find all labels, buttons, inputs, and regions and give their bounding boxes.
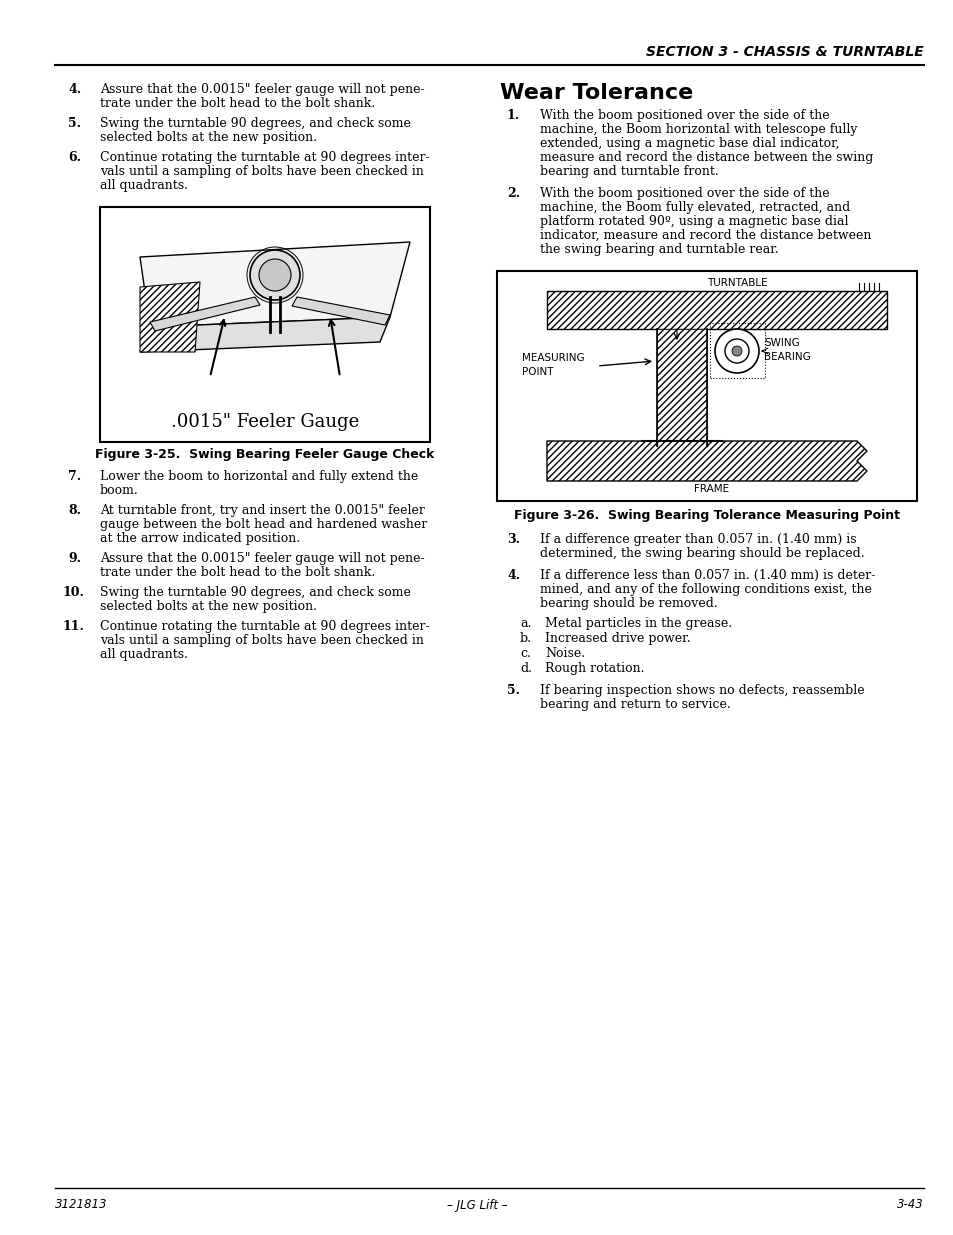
Text: measure and record the distance between the swing: measure and record the distance between … (539, 151, 872, 164)
Text: If bearing inspection shows no defects, reassemble: If bearing inspection shows no defects, … (539, 684, 863, 697)
Text: selected bolts at the new position.: selected bolts at the new position. (100, 131, 316, 144)
Bar (497, 270, 916, 501)
Text: Increased drive power.: Increased drive power. (544, 632, 690, 645)
Text: Figure 3-26.  Swing Bearing Tolerance Measuring Point: Figure 3-26. Swing Bearing Tolerance Mea… (514, 509, 899, 522)
Text: machine, the Boom fully elevated, retracted, and: machine, the Boom fully elevated, retrac… (539, 201, 849, 214)
Text: If a difference greater than 0.057 in. (1.40 mm) is: If a difference greater than 0.057 in. (… (539, 534, 856, 546)
Text: vals until a sampling of bolts have been checked in: vals until a sampling of bolts have been… (100, 634, 423, 647)
Text: trate under the bolt head to the bolt shank.: trate under the bolt head to the bolt sh… (100, 566, 375, 579)
Text: bearing should be removed.: bearing should be removed. (539, 597, 717, 610)
Text: bearing and return to service.: bearing and return to service. (539, 698, 730, 711)
Text: Assure that the 0.0015" feeler gauge will not pene-: Assure that the 0.0015" feeler gauge wil… (100, 552, 424, 564)
Polygon shape (140, 242, 410, 327)
Polygon shape (657, 329, 706, 446)
Text: platform rotated 90º, using a magnetic base dial: platform rotated 90º, using a magnetic b… (539, 215, 847, 228)
Text: Lower the boom to horizontal and fully extend the: Lower the boom to horizontal and fully e… (100, 471, 417, 483)
Text: boom.: boom. (100, 484, 138, 496)
Text: determined, the swing bearing should be replaced.: determined, the swing bearing should be … (539, 547, 863, 559)
Bar (100, 207, 430, 442)
Text: the swing bearing and turntable rear.: the swing bearing and turntable rear. (539, 243, 778, 256)
Bar (709, 324, 764, 378)
Text: extended, using a magnetic base dial indicator,: extended, using a magnetic base dial ind… (539, 137, 839, 149)
Text: 6.: 6. (68, 151, 81, 164)
Text: indicator, measure and record the distance between: indicator, measure and record the distan… (539, 228, 870, 242)
Text: 3-43: 3-43 (897, 1198, 923, 1212)
Text: d.: d. (519, 662, 532, 676)
Text: 4.: 4. (68, 83, 81, 96)
Text: gauge between the bolt head and hardened washer: gauge between the bolt head and hardened… (100, 517, 427, 531)
Text: Metal particles in the grease.: Metal particles in the grease. (544, 618, 731, 630)
Circle shape (714, 329, 759, 373)
Text: 8.: 8. (68, 504, 81, 517)
Text: mined, and any of the following conditions exist, the: mined, and any of the following conditio… (539, 583, 871, 597)
Text: With the boom positioned over the side of the: With the boom positioned over the side o… (539, 109, 829, 122)
Text: Noise.: Noise. (544, 647, 584, 659)
Polygon shape (546, 291, 886, 329)
Circle shape (250, 249, 299, 300)
Text: 4.: 4. (506, 569, 519, 582)
Text: SWING: SWING (763, 338, 799, 348)
Text: all quadrants.: all quadrants. (100, 648, 188, 661)
Text: At turntable front, try and insert the 0.0015" feeler: At turntable front, try and insert the 0… (100, 504, 424, 517)
Text: – JLG Lift –: – JLG Lift – (446, 1198, 507, 1212)
Text: .0015" Feeler Gauge: .0015" Feeler Gauge (171, 412, 358, 431)
Text: trate under the bolt head to the bolt shank.: trate under the bolt head to the bolt sh… (100, 98, 375, 110)
Text: BEARING: BEARING (763, 352, 810, 362)
Text: Continue rotating the turntable at 90 degrees inter-: Continue rotating the turntable at 90 de… (100, 620, 429, 634)
Text: FRAME: FRAME (694, 484, 729, 494)
Text: 5.: 5. (68, 117, 81, 130)
Text: at the arrow indicated position.: at the arrow indicated position. (100, 532, 300, 545)
Text: selected bolts at the new position.: selected bolts at the new position. (100, 600, 316, 613)
Text: a.: a. (519, 618, 531, 630)
Circle shape (731, 346, 741, 356)
Text: 10.: 10. (63, 585, 85, 599)
Text: c.: c. (519, 647, 530, 659)
Text: 7.: 7. (68, 471, 81, 483)
Text: 1.: 1. (506, 109, 519, 122)
Polygon shape (140, 317, 390, 352)
Text: machine, the Boom horizontal with telescope fully: machine, the Boom horizontal with telesc… (539, 124, 857, 136)
Text: POINT: POINT (521, 367, 553, 377)
Text: Continue rotating the turntable at 90 degrees inter-: Continue rotating the turntable at 90 de… (100, 151, 429, 164)
Text: SECTION 3 - CHASSIS & TURNTABLE: SECTION 3 - CHASSIS & TURNTABLE (645, 44, 923, 59)
Text: Rough rotation.: Rough rotation. (544, 662, 644, 676)
Text: TURNTABLE: TURNTABLE (706, 278, 767, 288)
Text: 11.: 11. (63, 620, 85, 634)
Text: vals until a sampling of bolts have been checked in: vals until a sampling of bolts have been… (100, 165, 423, 178)
Text: Swing the turntable 90 degrees, and check some: Swing the turntable 90 degrees, and chec… (100, 117, 411, 130)
Circle shape (258, 259, 291, 291)
Text: all quadrants.: all quadrants. (100, 179, 188, 191)
Text: 3121813: 3121813 (55, 1198, 108, 1212)
Text: If a difference less than 0.057 in. (1.40 mm) is deter-: If a difference less than 0.057 in. (1.4… (539, 569, 875, 582)
Text: Figure 3-25.  Swing Bearing Feeler Gauge Check: Figure 3-25. Swing Bearing Feeler Gauge … (95, 448, 435, 461)
Text: Wear Tolerance: Wear Tolerance (499, 83, 693, 103)
Text: Assure that the 0.0015" feeler gauge will not pene-: Assure that the 0.0015" feeler gauge wil… (100, 83, 424, 96)
Text: With the boom positioned over the side of the: With the boom positioned over the side o… (539, 186, 829, 200)
Text: 3.: 3. (506, 534, 519, 546)
Text: Swing the turntable 90 degrees, and check some: Swing the turntable 90 degrees, and chec… (100, 585, 411, 599)
Text: MEASURING: MEASURING (521, 353, 584, 363)
Polygon shape (140, 282, 200, 352)
Circle shape (724, 338, 748, 363)
Text: b.: b. (519, 632, 532, 645)
Polygon shape (150, 296, 260, 331)
Polygon shape (546, 441, 866, 480)
Polygon shape (292, 296, 390, 325)
Text: bearing and turntable front.: bearing and turntable front. (539, 165, 718, 178)
Text: 9.: 9. (68, 552, 81, 564)
Text: 2.: 2. (506, 186, 519, 200)
Text: 5.: 5. (506, 684, 519, 697)
